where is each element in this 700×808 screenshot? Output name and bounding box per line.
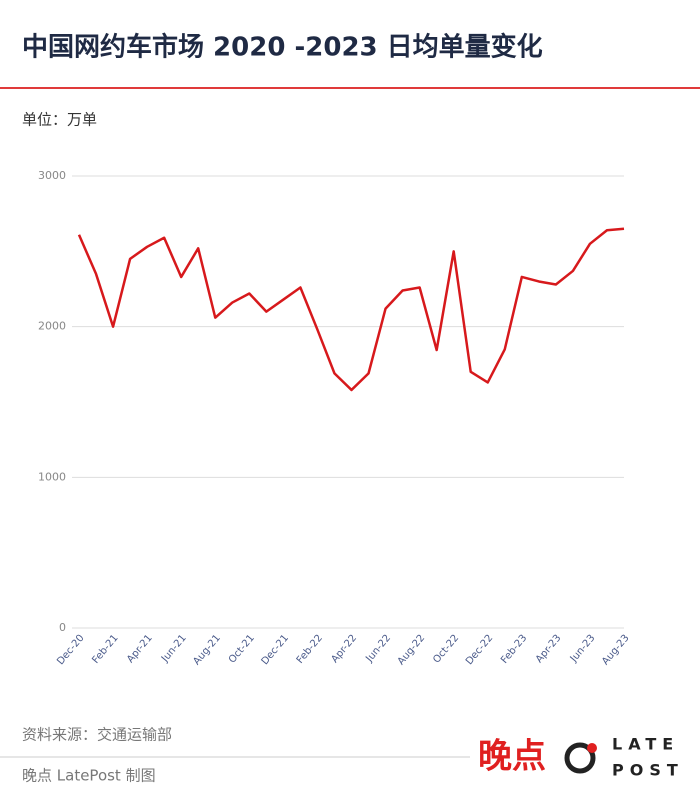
chart-title: 中国网约车市场 2020 -2023 日均单量变化 — [22, 32, 543, 63]
x-tick-label: Dec-20 — [55, 633, 86, 667]
x-tick-label: Oct-21 — [227, 633, 257, 666]
logo-dot — [587, 743, 597, 753]
y-tick-label: 0 — [59, 621, 66, 634]
logo-en: LATE — [612, 735, 679, 754]
x-tick-label: Aug-23 — [600, 633, 631, 668]
unit-label: 单位：万单 — [22, 111, 97, 129]
x-tick-label: Dec-22 — [464, 633, 495, 667]
logo-cn: 晚点 — [478, 737, 546, 777]
x-tick-label: Apr-21 — [125, 633, 155, 665]
source: 资料来源：交通运输部 — [22, 726, 172, 744]
x-tick-label: Jun-22 — [364, 633, 394, 665]
x-tick-label: Apr-23 — [534, 633, 564, 665]
line — [77, 227, 625, 392]
x-tick-label: Jun-21 — [159, 633, 189, 665]
x-tick-label: Oct-22 — [431, 633, 461, 666]
x-tick-label: Aug-22 — [396, 633, 427, 668]
credit: 晚点 LatePost 制图 — [22, 767, 156, 785]
x-tick-label: Feb-22 — [295, 633, 325, 666]
x-tick-label: Apr-22 — [329, 633, 359, 665]
x-tick-label: Aug-21 — [191, 633, 222, 668]
logo-en: POST — [612, 761, 684, 780]
x-tick-label: Feb-23 — [499, 633, 529, 666]
x-tick-label: Jun-23 — [568, 633, 598, 665]
x-tick-label: Dec-21 — [260, 633, 291, 667]
x-tick-label: Feb-21 — [90, 633, 120, 666]
logo-ring — [564, 742, 596, 774]
y-tick-label: 1000 — [38, 470, 66, 483]
y-tick-label: 3000 — [38, 169, 66, 182]
y-tick-label: 2000 — [38, 320, 66, 333]
